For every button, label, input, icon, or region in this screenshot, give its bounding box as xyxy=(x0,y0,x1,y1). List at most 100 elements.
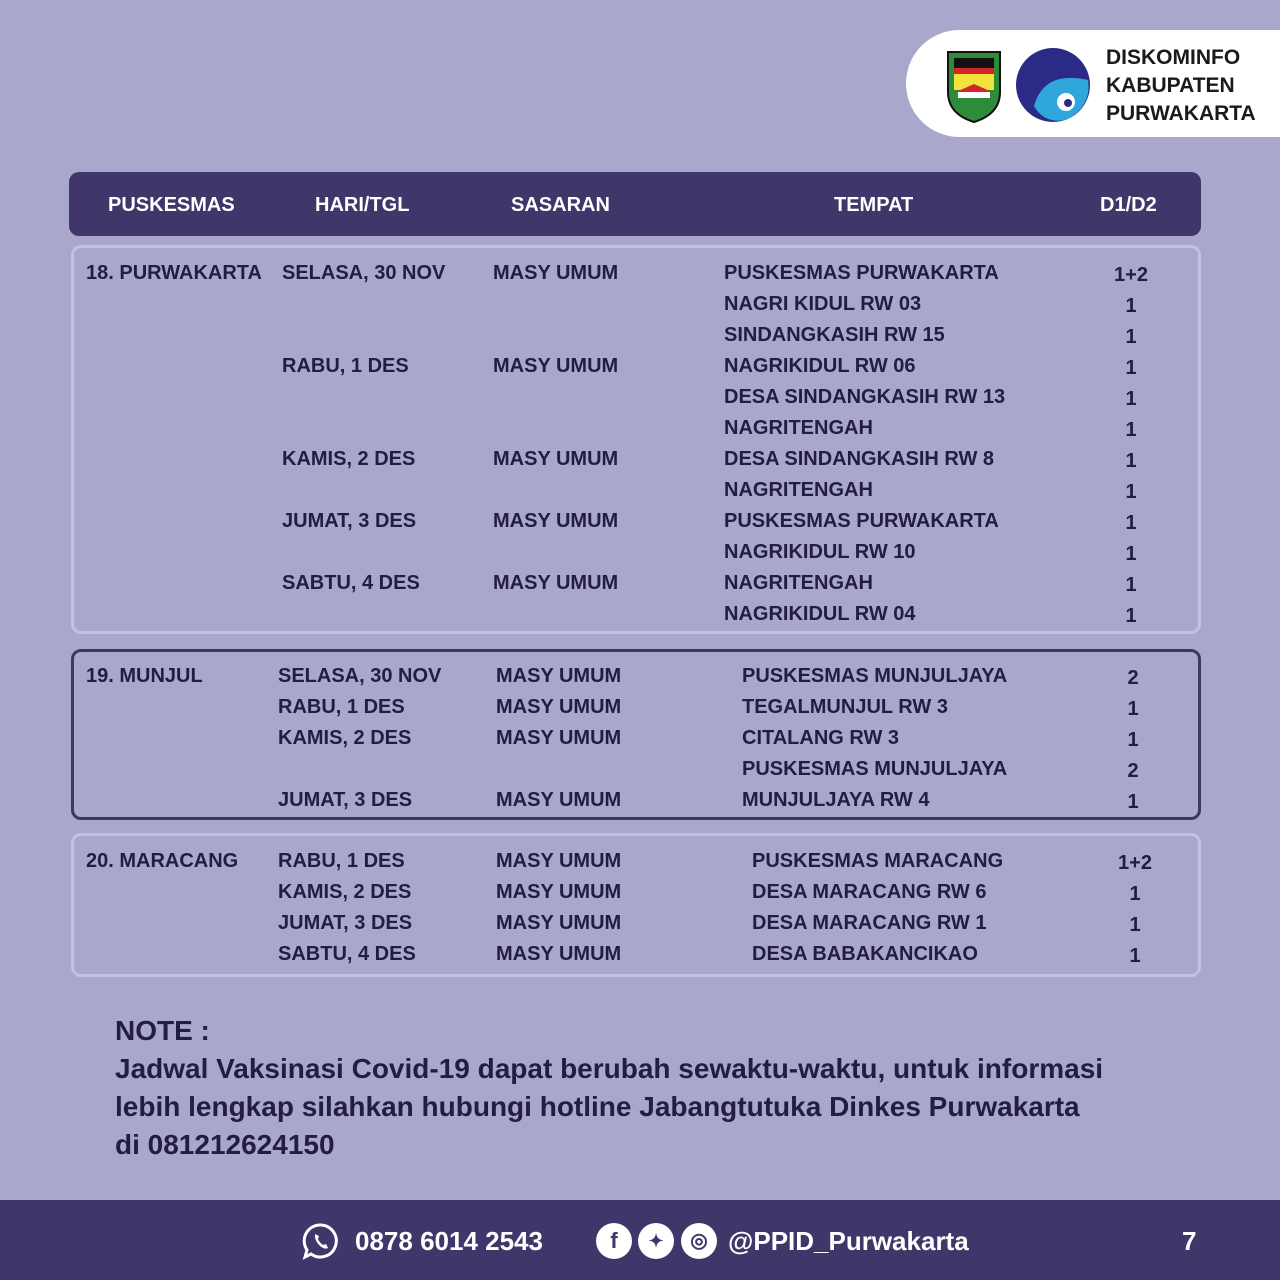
row-hari: KAMIS, 2 DES xyxy=(278,881,412,903)
row-dose: 1 xyxy=(1125,574,1137,596)
row-tempat: TEGALMUNJUL RW 3 xyxy=(742,696,948,718)
row-sasaran: MASY UMUM xyxy=(496,665,622,687)
kominfo-logo xyxy=(1016,48,1090,122)
column-header-tempat: TEMPAT xyxy=(834,194,914,216)
table-header: PUSKESMAS HARI/TGL SASARAN TEMPAT D1/D2 xyxy=(69,172,1201,236)
schedule-group-munjul: 19. MUNJUL SELASA, 30 NOV MASY UMUM PUSKESM… xyxy=(71,649,1201,820)
row-dose: 1 xyxy=(1129,883,1141,905)
org-line: DISKOMINFO xyxy=(1106,46,1241,69)
row-hari: JUMAT, 3 DES xyxy=(282,510,417,532)
row-dose: 1 xyxy=(1129,914,1141,936)
row-tempat: CITALANG RW 3 xyxy=(742,727,900,749)
row-sasaran: MASY UMUM xyxy=(496,912,622,934)
purwakarta-crest-logo xyxy=(947,51,1001,124)
puskesmas-name: 19. MUNJUL xyxy=(86,665,203,687)
row-tempat: NAGRIKIDUL RW 10 xyxy=(724,541,916,563)
instagram-icon[interactable]: ◎ xyxy=(681,1223,717,1259)
row-hari: SELASA, 30 NOV xyxy=(278,665,442,687)
row-tempat: PUSKESMAS MARACANG xyxy=(752,850,1004,872)
twitter-icon[interactable]: ✦ xyxy=(638,1223,674,1259)
row-dose: 1 xyxy=(1127,729,1139,751)
row-tempat: NAGRIKIDUL RW 06 xyxy=(724,355,916,377)
row-dose: 1+2 xyxy=(1114,264,1148,286)
row-hari: JUMAT, 3 DES xyxy=(278,789,413,811)
org-line: PURWAKARTA xyxy=(1106,102,1256,125)
row-tempat: NAGRIKIDUL RW 04 xyxy=(724,603,916,625)
row-dose: 1 xyxy=(1125,512,1137,534)
row-hari: KAMIS, 2 DES xyxy=(282,448,416,470)
row-dose: 1 xyxy=(1125,326,1137,348)
logo-banner: DISKOMINFO KABUPATEN PURWAKARTA xyxy=(906,30,1280,137)
phone-number: 0878 6014 2543 xyxy=(355,1226,543,1256)
social-handle: @PPID_Purwakarta xyxy=(728,1226,969,1256)
puskesmas-name: 20. MARACANG xyxy=(86,850,239,872)
row-tempat: MUNJULJAYA RW 4 xyxy=(742,789,930,811)
row-tempat: NAGRITENGAH xyxy=(724,417,873,439)
row-dose: 2 xyxy=(1127,667,1139,689)
row-dose: 1 xyxy=(1125,295,1137,317)
row-sasaran: MASY UMUM xyxy=(496,727,622,749)
row-hari: SABTU, 4 DES xyxy=(278,943,416,965)
column-header-sasaran: SASARAN xyxy=(511,194,610,216)
schedule-group-maracang: 20. MARACANG RABU, 1 DES MASY UMUM PUSKESMA… xyxy=(71,833,1201,977)
row-tempat: DESA SINDANGKASIH RW 8 xyxy=(724,448,995,470)
row-hari: JUMAT, 3 DES xyxy=(278,912,413,934)
row-tempat: NAGRITENGAH xyxy=(724,479,873,501)
row-sasaran: MASY UMUM xyxy=(496,789,622,811)
row-hari: RABU, 1 DES xyxy=(278,850,405,872)
note-line: di 081212624150 xyxy=(115,1129,335,1160)
row-sasaran: MASY UMUM xyxy=(496,881,622,903)
column-header-puskesmas: PUSKESMAS xyxy=(108,194,235,216)
row-sasaran: MASY UMUM xyxy=(493,355,619,377)
row-hari: SELASA, 30 NOV xyxy=(282,262,446,284)
row-sasaran: MASY UMUM xyxy=(496,943,622,965)
facebook-icon[interactable]: f xyxy=(596,1223,632,1259)
note-line: Jadwal Vaksinasi Covid-19 dapat berubah … xyxy=(115,1053,1104,1084)
row-hari: RABU, 1 DES xyxy=(278,696,405,718)
row-sasaran: MASY UMUM xyxy=(496,696,622,718)
row-dose: 1 xyxy=(1127,791,1139,813)
row-dose: 1 xyxy=(1129,945,1141,967)
row-dose: 1 xyxy=(1125,419,1137,441)
row-dose: 1 xyxy=(1127,698,1139,720)
row-tempat: DESA BABAKANCIKAO xyxy=(752,943,978,965)
column-header-hari: HARI/TGL xyxy=(315,194,410,216)
row-dose: 1 xyxy=(1125,388,1137,410)
row-tempat: DESA MARACANG RW 1 xyxy=(752,912,987,934)
row-tempat: SINDANGKASIH RW 15 xyxy=(724,324,945,346)
row-dose: 1+2 xyxy=(1118,852,1152,874)
row-dose: 1 xyxy=(1125,605,1137,627)
row-tempat: PUSKESMAS PURWAKARTA xyxy=(724,262,999,284)
note: NOTE : Jadwal Vaksinasi Covid-19 dapat b… xyxy=(115,1012,1103,1164)
footer: 0878 6014 2543 f ✦ ◎ @PPID_Purwakarta 7 xyxy=(0,1200,1280,1280)
row-sasaran: MASY UMUM xyxy=(493,448,619,470)
row-dose: 1 xyxy=(1125,543,1137,565)
note-title: NOTE : xyxy=(115,1015,210,1046)
org-line: KABUPATEN xyxy=(1106,74,1235,97)
row-tempat: NAGRITENGAH xyxy=(724,572,873,594)
row-tempat: DESA MARACANG RW 6 xyxy=(752,881,987,903)
row-sasaran: MASY UMUM xyxy=(493,572,619,594)
whatsapp-icon xyxy=(302,1223,338,1260)
row-dose: 1 xyxy=(1125,357,1137,379)
row-dose: 2 xyxy=(1127,760,1139,782)
column-header-d1d2: D1/D2 xyxy=(1100,194,1157,216)
row-hari: KAMIS, 2 DES xyxy=(278,727,412,749)
organization-name: DISKOMINFO KABUPATEN PURWAKARTA xyxy=(1106,44,1256,128)
row-tempat: PUSKESMAS MUNJULJAYA xyxy=(742,665,1008,687)
row-sasaran: MASY UMUM xyxy=(493,262,619,284)
row-tempat: DESA SINDANGKASIH RW 13 xyxy=(724,386,1006,408)
page-number: 7 xyxy=(1182,1226,1197,1256)
row-tempat: PUSKESMAS MUNJULJAYA xyxy=(742,758,1008,780)
row-sasaran: MASY UMUM xyxy=(496,850,622,872)
row-tempat: PUSKESMAS PURWAKARTA xyxy=(724,510,999,532)
row-tempat: NAGRI KIDUL RW 03 xyxy=(724,293,922,315)
row-hari: SABTU, 4 DES xyxy=(282,572,420,594)
row-hari: RABU, 1 DES xyxy=(282,355,409,377)
row-sasaran: MASY UMUM xyxy=(493,510,619,532)
row-dose: 1 xyxy=(1125,481,1137,503)
row-dose: 1 xyxy=(1125,450,1137,472)
schedule-group-purwakarta: 18. PURWAKARTA SELASA, 30 NOV MASY UMUM PUS… xyxy=(71,245,1201,634)
note-line: lebih lengkap silahkan hubungi hotline J… xyxy=(115,1091,1080,1122)
puskesmas-name: 18. PURWAKARTA xyxy=(86,262,262,284)
